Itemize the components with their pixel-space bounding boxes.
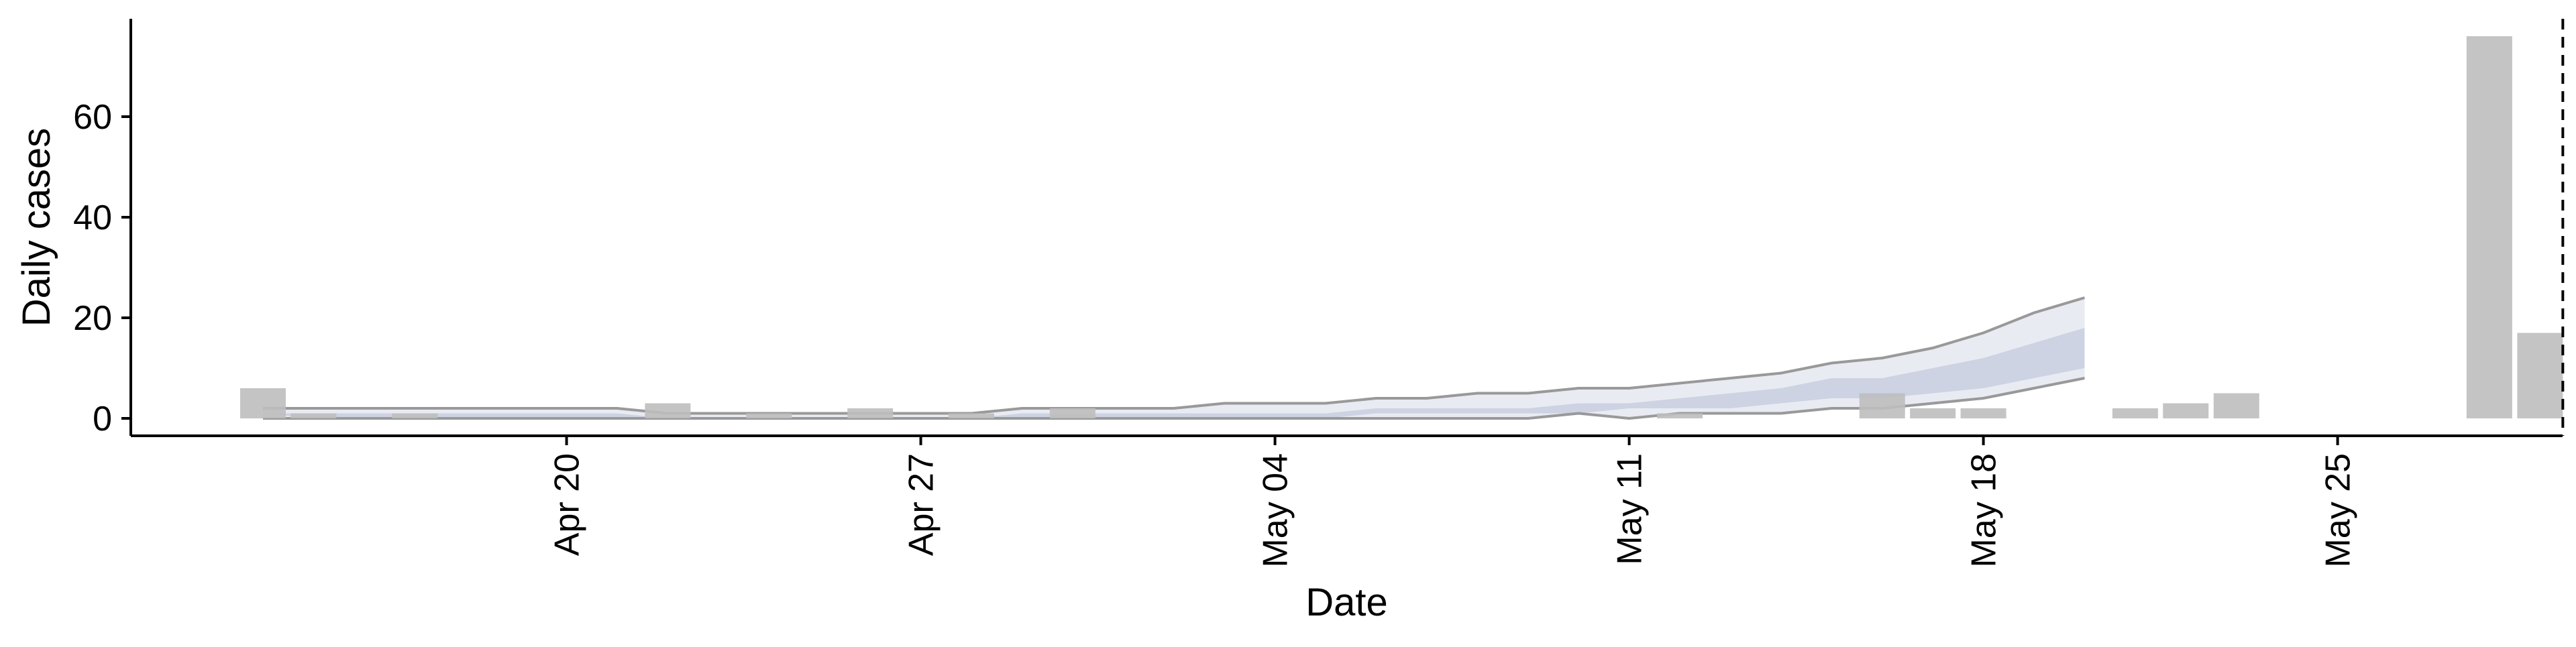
bar [392, 413, 438, 418]
forecast-bands [263, 296, 2086, 420]
bar [645, 403, 691, 418]
x-tick-label: May 04 [1256, 453, 1295, 568]
bar [746, 413, 792, 418]
x-tick-label: May 18 [1965, 453, 2004, 568]
y-axis-title: Daily cases [15, 128, 58, 327]
bar [2112, 408, 2158, 418]
y-tick-label: 60 [73, 98, 112, 137]
bar [949, 413, 994, 418]
y-tick-label: 40 [73, 198, 112, 237]
x-tick-label: Apr 27 [902, 453, 941, 556]
y-tick-label: 20 [73, 299, 112, 338]
x-ticks: Apr 20 Apr 27 May 04 May 11 May 18 May 25 [548, 436, 2358, 568]
x-axis-title: Date [1305, 581, 1388, 624]
axes: 0 20 40 60 Apr 20 Apr 27 May 04 May 11 May 18 Ma… [73, 19, 2563, 568]
bar [1049, 408, 1095, 418]
band-upper-line [263, 296, 2086, 415]
bar [1859, 393, 1905, 418]
bar [290, 413, 337, 418]
bar [1910, 408, 1956, 418]
y-tick-label: 0 [93, 400, 112, 438]
x-tick-label: Apr 20 [548, 453, 587, 556]
bar [2163, 403, 2209, 418]
y-ticks: 0 20 40 60 [73, 98, 131, 438]
bar [1960, 408, 2006, 418]
bar [1657, 413, 1703, 418]
bar [2517, 333, 2563, 418]
bar [240, 388, 286, 418]
band-90-area [263, 298, 2085, 418]
bars [240, 36, 2563, 418]
x-tick-label: May 11 [1611, 453, 1650, 565]
bar [847, 408, 894, 418]
bar [2213, 393, 2259, 418]
bar [2466, 36, 2512, 418]
band-lower-line [263, 377, 2085, 420]
x-tick-label: May 25 [2319, 453, 2358, 568]
